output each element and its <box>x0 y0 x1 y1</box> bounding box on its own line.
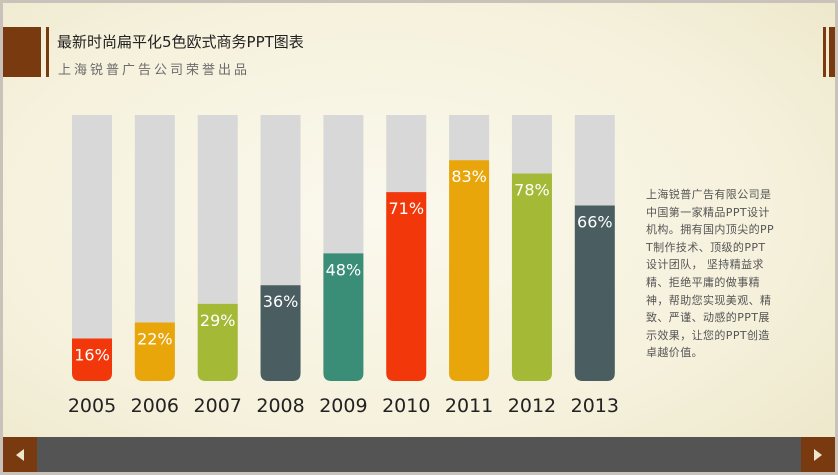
bar-value-label: 36% <box>263 292 299 311</box>
bar-2008 <box>260 285 301 381</box>
bar-2010 <box>386 192 427 381</box>
x-tick-label: 2013 <box>571 395 619 417</box>
arrow-right-icon <box>814 448 822 461</box>
bar-chart: 16% 2005 22% 2006 29% 2007 36% 2008 48% 2009 71% 20… <box>68 115 619 417</box>
bar-2011 <box>449 160 490 381</box>
x-tick-label: 2008 <box>256 395 304 417</box>
arrow-left-icon <box>16 448 24 461</box>
x-tick-label: 2007 <box>194 395 242 417</box>
bar-value-label: 29% <box>200 311 236 330</box>
company-description: 上海锐普广告有限公司是中国第一家精品PPT设计机构。拥有国内顶尖的PPT制作技术… <box>646 188 775 360</box>
bar-value-label: 78% <box>514 181 550 200</box>
bar-value-label: 83% <box>451 167 487 186</box>
x-tick-label: 2006 <box>131 395 179 417</box>
x-tick-label: 2010 <box>382 395 430 417</box>
page-subtitle: 上海锐普广告公司荣誉出品 <box>58 63 251 78</box>
footer-bar <box>3 437 835 472</box>
bar-value-label: 71% <box>388 199 424 218</box>
bar-2009 <box>323 253 364 381</box>
x-tick-label: 2011 <box>445 395 493 417</box>
bar-track <box>72 115 112 381</box>
x-tick-label: 2012 <box>508 395 556 417</box>
bar-2012 <box>511 173 552 381</box>
prev-slide-button[interactable] <box>3 437 37 472</box>
bar-2007 <box>197 303 238 381</box>
bar-2013 <box>574 205 615 381</box>
page-title: 最新时尚扁平化5色欧式商务PPT图表 <box>57 33 304 51</box>
bar-value-label: 22% <box>137 329 173 348</box>
bar-2006 <box>134 322 175 381</box>
bar-value-label: 16% <box>74 345 110 364</box>
x-tick-label: 2009 <box>319 395 367 417</box>
bar-value-label: 66% <box>577 212 613 231</box>
bar-2005 <box>72 338 112 381</box>
header-right-accent-block <box>829 27 835 77</box>
x-tick-label: 2005 <box>68 395 116 417</box>
header-right-accent-rule <box>823 27 826 77</box>
bar-value-label: 48% <box>326 260 362 279</box>
header-accent-block <box>3 27 41 77</box>
next-slide-button[interactable] <box>801 437 835 472</box>
header-accent-rule <box>46 27 49 77</box>
bar-track <box>134 115 175 381</box>
slide: 最新时尚扁平化5色欧式商务PPT图表 上海锐普广告公司荣誉出品 16% 2005 2… <box>3 3 835 472</box>
